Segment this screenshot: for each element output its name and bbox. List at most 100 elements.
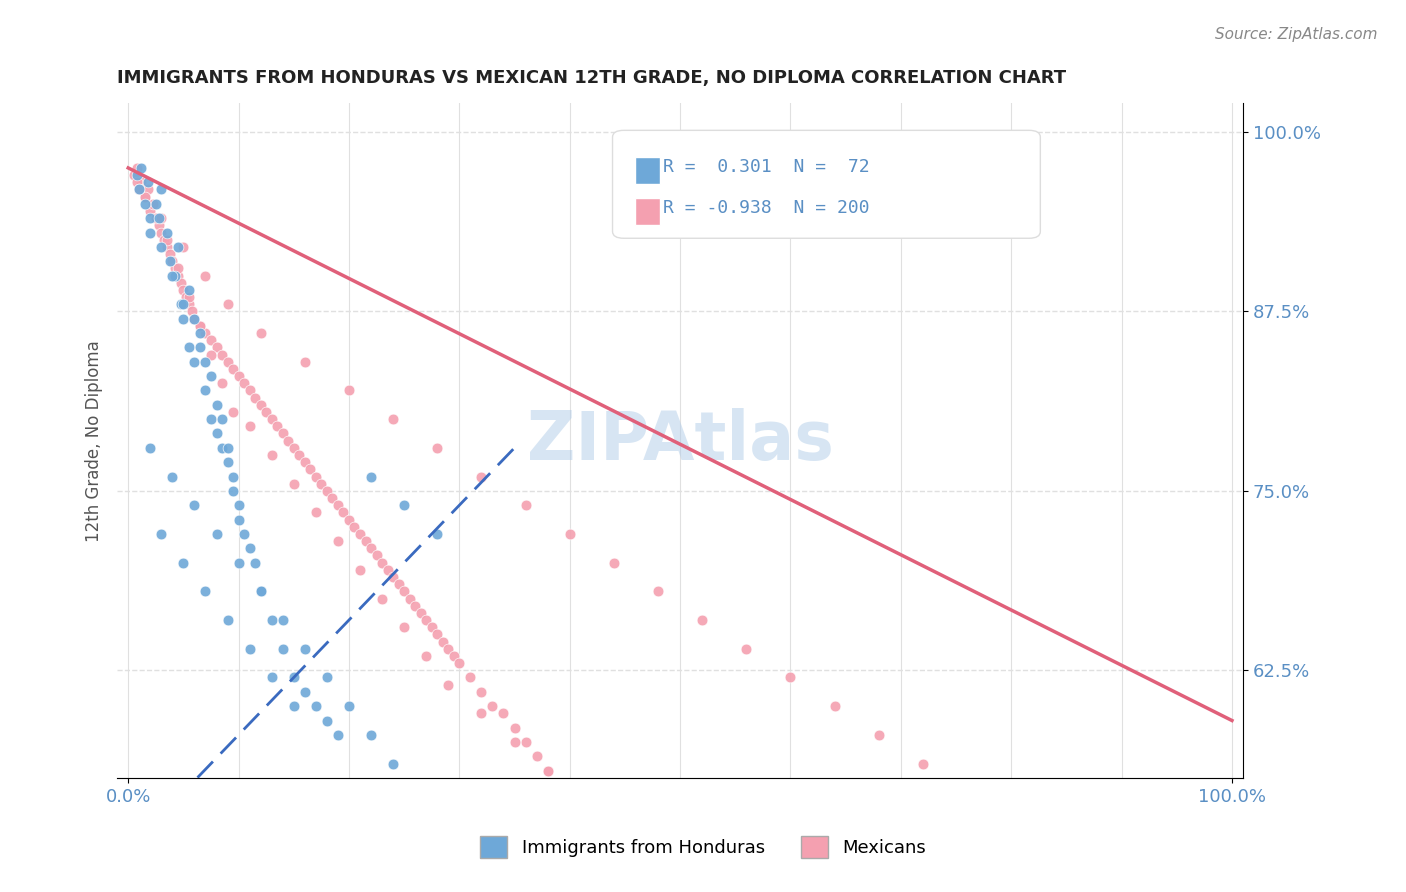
- Point: [669, 879, 692, 892]
- Point: [526, 749, 548, 764]
- Point: [283, 670, 305, 684]
- Point: [128, 182, 150, 196]
- Point: [243, 556, 266, 570]
- Point: [956, 785, 979, 799]
- Point: [183, 354, 205, 368]
- Point: [420, 620, 443, 634]
- Point: [200, 347, 222, 361]
- Point: [354, 534, 377, 549]
- Point: [205, 398, 228, 412]
- Point: [470, 706, 492, 721]
- Point: [449, 656, 471, 670]
- Point: [188, 318, 211, 333]
- Point: [174, 290, 197, 304]
- Point: [150, 182, 173, 196]
- Point: [249, 398, 271, 412]
- Point: [315, 670, 337, 684]
- Point: [222, 469, 245, 483]
- Point: [150, 527, 173, 541]
- Point: [122, 168, 145, 182]
- Point: [128, 182, 150, 196]
- Point: [222, 405, 245, 419]
- Point: [283, 699, 305, 714]
- Point: [148, 219, 170, 233]
- Point: [288, 448, 311, 462]
- Point: [239, 641, 262, 656]
- Point: [134, 189, 156, 203]
- Point: [211, 347, 233, 361]
- Point: [172, 556, 194, 570]
- Point: [305, 469, 328, 483]
- Point: [156, 233, 179, 247]
- Point: [177, 297, 200, 311]
- Point: [426, 527, 449, 541]
- Point: [294, 641, 316, 656]
- Point: [177, 340, 200, 354]
- Point: [326, 728, 349, 742]
- Point: [349, 527, 371, 541]
- Text: R =  0.301  N =  72: R = 0.301 N = 72: [664, 159, 870, 177]
- Point: [326, 498, 349, 512]
- Point: [443, 648, 465, 663]
- Point: [382, 756, 405, 771]
- Point: [254, 405, 277, 419]
- Point: [239, 541, 262, 556]
- Point: [377, 563, 399, 577]
- Point: [125, 168, 148, 182]
- Point: [141, 196, 163, 211]
- Text: IMMIGRANTS FROM HONDURAS VS MEXICAN 12TH GRADE, NO DIPLOMA CORRELATION CHART: IMMIGRANTS FROM HONDURAS VS MEXICAN 12TH…: [117, 69, 1066, 87]
- Point: [911, 756, 934, 771]
- Point: [200, 333, 222, 347]
- Point: [139, 441, 162, 455]
- Point: [437, 678, 460, 692]
- FancyBboxPatch shape: [613, 130, 1040, 238]
- Point: [735, 641, 758, 656]
- Point: [162, 268, 184, 283]
- Point: [558, 527, 581, 541]
- Point: [205, 426, 228, 441]
- Point: [392, 498, 415, 512]
- Point: [239, 384, 262, 398]
- Point: [470, 685, 492, 699]
- Point: [360, 541, 382, 556]
- Point: [824, 699, 846, 714]
- Point: [167, 268, 190, 283]
- Point: [343, 520, 366, 534]
- Point: [134, 189, 156, 203]
- Point: [624, 836, 647, 850]
- Point: [228, 498, 250, 512]
- Point: [217, 297, 239, 311]
- Point: [437, 641, 460, 656]
- Point: [217, 441, 239, 455]
- Point: [249, 584, 271, 599]
- Point: [172, 240, 194, 254]
- Point: [172, 283, 194, 297]
- Point: [152, 233, 174, 247]
- Point: [211, 376, 233, 391]
- Point: [603, 556, 626, 570]
- Point: [470, 469, 492, 483]
- Point: [283, 441, 305, 455]
- Point: [228, 512, 250, 526]
- Point: [163, 261, 186, 276]
- Point: [134, 196, 156, 211]
- Point: [249, 584, 271, 599]
- Point: [294, 455, 316, 469]
- Point: [581, 792, 603, 806]
- Point: [128, 182, 150, 196]
- Point: [388, 577, 411, 591]
- Y-axis label: 12th Grade, No Diploma: 12th Grade, No Diploma: [86, 340, 103, 541]
- Point: [131, 161, 153, 175]
- Point: [243, 391, 266, 405]
- Point: [200, 412, 222, 426]
- Point: [181, 304, 204, 318]
- Point: [277, 434, 299, 448]
- Point: [228, 556, 250, 570]
- Point: [581, 792, 603, 806]
- Point: [167, 240, 190, 254]
- Point: [492, 706, 515, 721]
- Point: [159, 247, 181, 261]
- Point: [432, 634, 454, 648]
- Point: [366, 549, 388, 563]
- Point: [360, 469, 382, 483]
